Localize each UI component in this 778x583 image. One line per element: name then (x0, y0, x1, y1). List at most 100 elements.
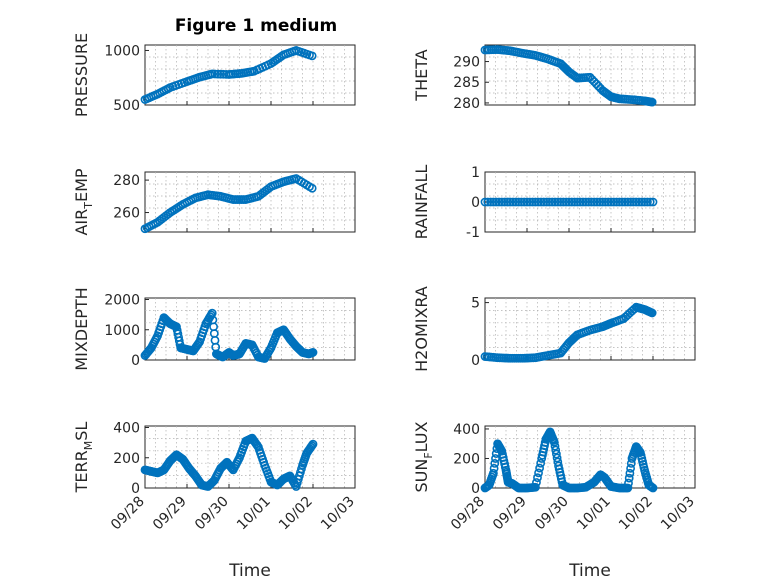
data-point (532, 478, 541, 487)
subplot-sun-flux: 0 200 400 09/28 09/29 09/30 10/01 10/02 10/03 Tim… (412, 421, 698, 581)
data-point (625, 468, 635, 478)
data-point (615, 197, 624, 207)
y-tick-label: 1000 (104, 43, 140, 59)
data-point (508, 197, 518, 207)
data-point (581, 197, 591, 207)
data-point (494, 197, 504, 207)
plot-area (484, 425, 696, 489)
data-point (556, 197, 565, 207)
data-point (213, 69, 223, 79)
x-tick-label: 09/30 (532, 494, 572, 534)
data-point (536, 458, 546, 468)
data-point (308, 348, 318, 357)
x-tick-label: 09/28 (108, 494, 148, 534)
data-point (539, 197, 549, 207)
data-point (488, 197, 498, 207)
data-point (531, 197, 540, 207)
data-point (601, 197, 610, 207)
data-point (525, 197, 535, 207)
y-axis-label: SUNFLUX (412, 421, 435, 492)
y-tick-label: 1000 (104, 323, 140, 339)
data-point (550, 197, 560, 207)
data-point (551, 445, 561, 455)
data-point (497, 197, 507, 207)
data-point (624, 473, 634, 483)
data-point (514, 197, 523, 207)
y-axis-label: PRESSURE (72, 33, 91, 117)
data-point (629, 197, 638, 207)
data-point (592, 197, 602, 207)
data-point (589, 197, 599, 207)
y-tick-label: 200 (113, 451, 140, 467)
data-point (573, 197, 582, 207)
data-point (561, 197, 571, 207)
data-point (620, 197, 630, 207)
data-point (645, 197, 655, 207)
data-point (502, 197, 512, 207)
data-point (587, 197, 596, 207)
data-point (609, 197, 619, 207)
y-tick-label: 200 (453, 451, 480, 467)
y-tick-label: -1 (466, 225, 480, 241)
y-tick-label: 1 (471, 165, 480, 181)
data-point (308, 439, 318, 449)
plot-area (484, 297, 696, 361)
data-point (612, 197, 621, 207)
data-point (617, 197, 627, 207)
data-point (522, 197, 532, 207)
subplot-rainfall: -1 0 1 RAINFALL (412, 165, 696, 241)
y-tick-label: 0 (131, 353, 140, 369)
data-point (517, 197, 526, 207)
data-point (564, 197, 574, 207)
data-point (210, 69, 220, 79)
data-point (491, 197, 501, 207)
data-point (552, 449, 561, 459)
data-point (535, 463, 544, 473)
y-tick-label: 0 (471, 195, 480, 211)
y-tick-label: 5 (471, 296, 480, 312)
data-point (528, 197, 537, 207)
y-tick-label: 290 (453, 55, 480, 71)
x-axis-label: Time (568, 561, 611, 581)
subplot-mixdepth: 0 1000 2000 MIXDEPTH (72, 287, 356, 371)
data-point (307, 51, 317, 61)
data-point (637, 197, 647, 207)
data-point (584, 197, 593, 207)
data-point (634, 197, 644, 207)
y-tick-label: 0 (131, 481, 140, 497)
subplot-terr-msl: 0 200 400 09/28 09/29 09/30 10/01 10/02 10/03 Tim… (72, 421, 358, 581)
data-point (483, 197, 493, 207)
y-tick-label: 285 (453, 75, 480, 91)
y-tick-label: 400 (113, 421, 140, 437)
data-point (623, 197, 633, 207)
data-point (626, 463, 635, 473)
data-point (648, 483, 658, 493)
x-tick-label: 09/29 (490, 494, 530, 534)
data-point (606, 197, 616, 207)
y-tick-label: 280 (113, 173, 140, 189)
data-point (511, 197, 521, 207)
data-point (623, 483, 633, 493)
data-point (550, 441, 560, 451)
data-point (595, 197, 605, 207)
x-tick-label: 09/30 (192, 494, 232, 534)
data-point (216, 69, 225, 79)
data-point (578, 197, 588, 207)
data-point (647, 97, 657, 107)
subplot-pressure: 500 1000 PRESSURE (72, 33, 356, 117)
y-tick-label: 2000 (104, 293, 140, 309)
data-point (490, 458, 500, 468)
data-point (567, 197, 577, 207)
data-point (603, 197, 613, 207)
data-point (545, 197, 554, 207)
figure-title: Figure 1 medium (175, 16, 337, 36)
data-point (207, 69, 217, 79)
data-point (559, 197, 568, 207)
x-axis-label: Time (228, 561, 271, 581)
data-point (505, 197, 515, 207)
x-tick-label: 10/01 (574, 494, 614, 534)
y-axis-label: THETA (412, 49, 431, 101)
y-tick-label: 280 (453, 96, 480, 112)
y-tick-label: 0 (471, 353, 480, 369)
